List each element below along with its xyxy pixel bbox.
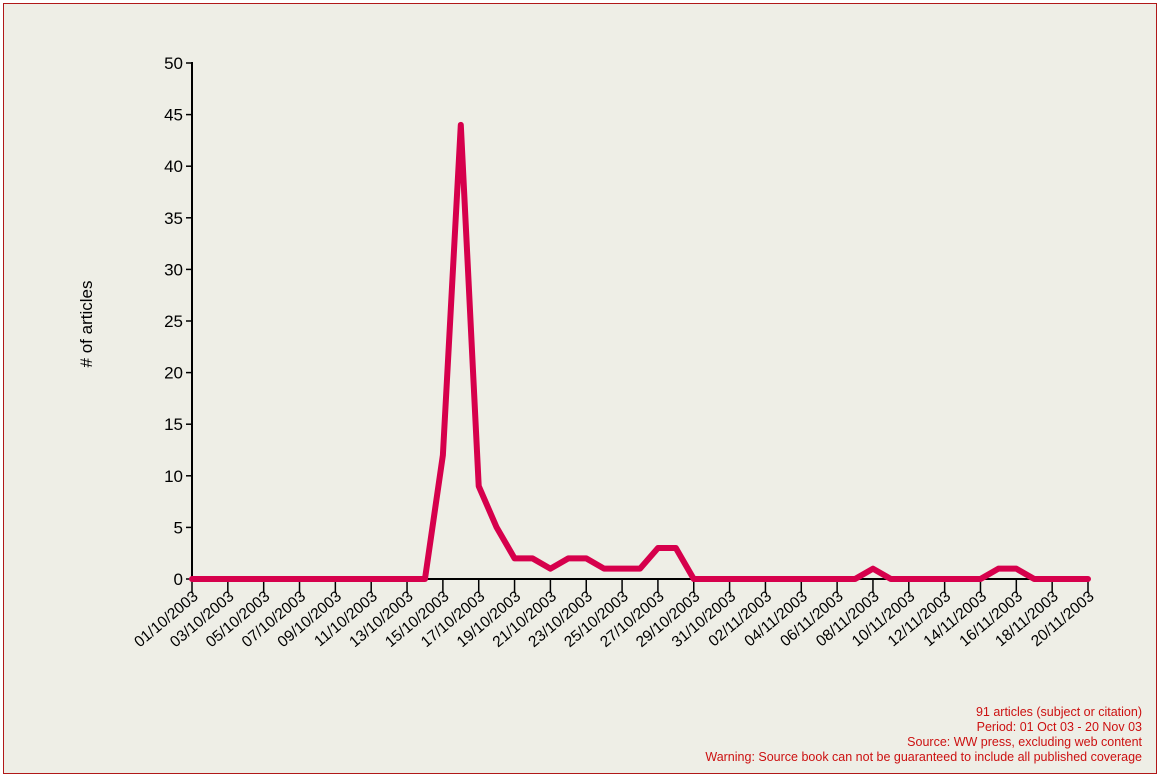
data-point: [889, 577, 893, 581]
note-period: Period: 01 Oct 03 - 20 Nov 03: [976, 720, 1142, 734]
data-point: [298, 577, 302, 581]
note-source: Source: WW press, excluding web content: [907, 735, 1142, 749]
y-tick-label: 30: [164, 260, 183, 279]
y-tick-label: 40: [164, 157, 183, 176]
data-point: [710, 577, 714, 581]
line-chart: 0 5 10 15 20 25 30 35 40 45 50 01/10/200303/10/200…: [77, 54, 1098, 651]
y-tick-label: 15: [164, 415, 183, 434]
data-point: [728, 577, 732, 581]
data-point: [244, 577, 248, 581]
y-tick-label: 5: [174, 518, 183, 537]
data-point: [996, 567, 1000, 571]
y-tick-label: 10: [164, 467, 183, 486]
data-point: [1014, 567, 1018, 571]
data-point: [1032, 577, 1036, 581]
chart-frame: 0 5 10 15 20 25 30 35 40 45 50 01/10/2003 03/10/200…: [3, 3, 1157, 774]
data-point: [692, 577, 696, 581]
data-point: [208, 577, 212, 581]
data-point: [369, 577, 373, 581]
note-article-count: 91 articles (subject or citation): [975, 705, 1142, 719]
data-point: [495, 525, 499, 529]
data-point: [835, 577, 839, 581]
data-point: [513, 556, 517, 560]
data-point: [1086, 577, 1090, 581]
data-point: [190, 577, 194, 581]
data-point: [746, 577, 750, 581]
data-point: [1050, 577, 1054, 581]
data-point: [333, 577, 337, 581]
data-point: [405, 577, 409, 581]
data-point: [871, 567, 875, 571]
data-point: [853, 577, 857, 581]
data-point: [459, 123, 463, 127]
note-warning: Warning: Source book can not be guarante…: [705, 750, 1142, 764]
data-point: [566, 556, 570, 560]
data-point: [387, 577, 391, 581]
data-point: [262, 577, 266, 581]
data-point: [817, 577, 821, 581]
data-point: [530, 556, 534, 560]
data-point: [548, 567, 552, 571]
data-point: [799, 577, 803, 581]
data-point: [907, 577, 911, 581]
y-tick-label: 35: [164, 209, 183, 228]
data-point: [943, 577, 947, 581]
y-tick-label: 25: [164, 312, 183, 331]
data-point: [280, 577, 284, 581]
y-tick-label: 50: [164, 54, 183, 73]
data-point: [961, 577, 965, 581]
y-axis-label: # of articles: [77, 281, 96, 368]
y-tick-label: 45: [164, 106, 183, 125]
data-point: [656, 546, 660, 550]
series-line: [189, 121, 1091, 582]
series-group: [189, 121, 1091, 582]
data-point: [441, 453, 445, 457]
data-point: [925, 577, 929, 581]
x-axis: 01/10/200303/10/200305/10/200307/10/2003…: [131, 578, 1098, 651]
data-point: [477, 484, 481, 488]
y-axis: 0 5 10 15 20 25 30 35 40 45 50: [164, 54, 193, 589]
data-point: [781, 577, 785, 581]
data-point: [315, 577, 319, 581]
data-point: [620, 567, 624, 571]
chart-notes: 91 articles (subject or citation) Period…: [705, 705, 1142, 765]
y-tick-label: 20: [164, 364, 183, 383]
y-tick-label: 0: [174, 570, 183, 589]
data-point: [584, 556, 588, 560]
data-point: [763, 577, 767, 581]
data-point: [674, 546, 678, 550]
data-point: [351, 577, 355, 581]
data-point: [226, 577, 230, 581]
data-point: [423, 577, 427, 581]
data-point: [978, 577, 982, 581]
data-point: [638, 567, 642, 571]
data-point: [602, 567, 606, 571]
data-point: [1068, 577, 1072, 581]
